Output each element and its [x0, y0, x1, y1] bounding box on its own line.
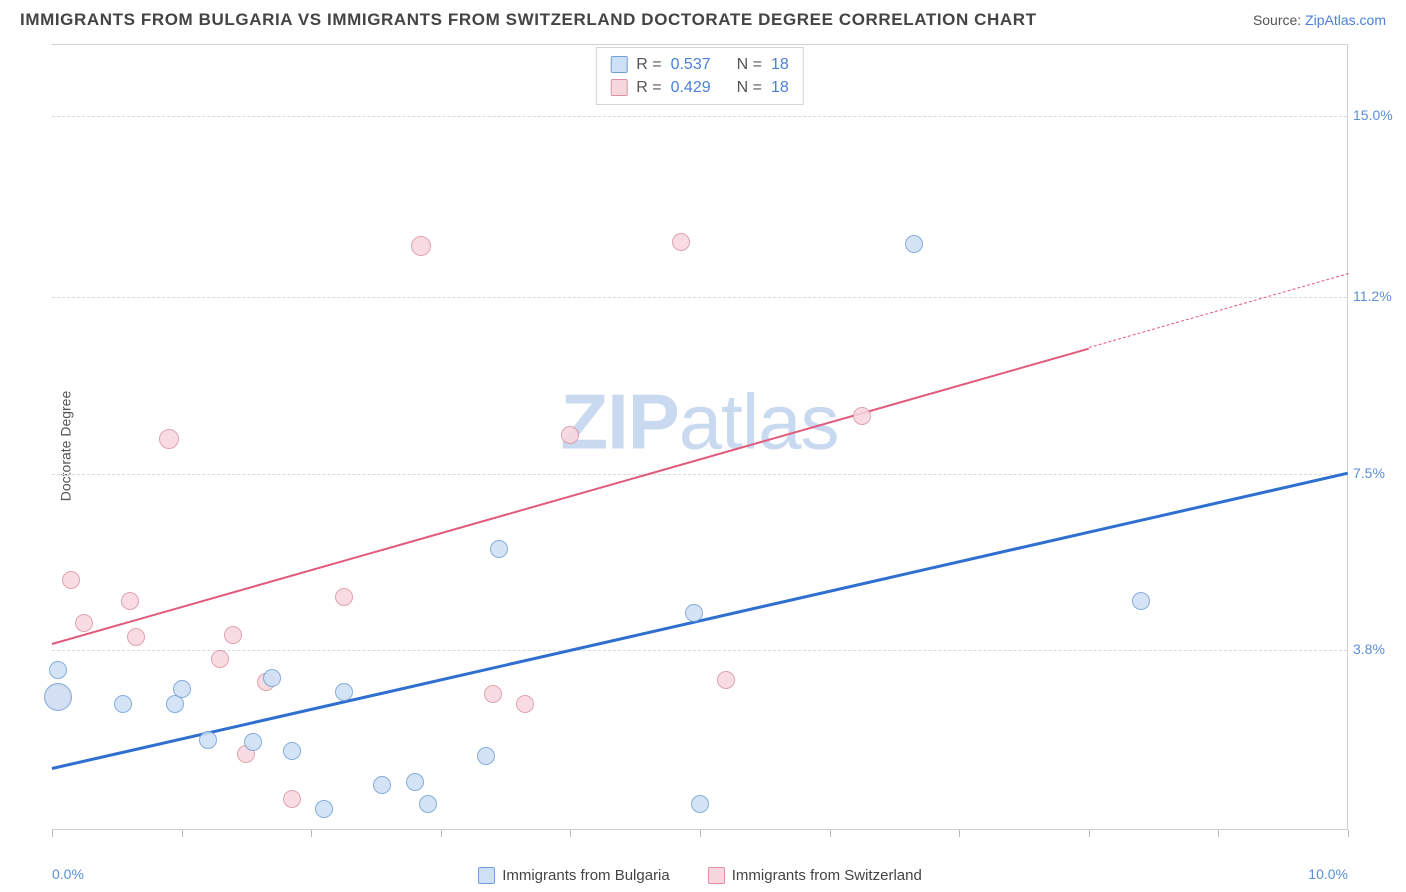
r-value-switzerland: 0.429 [671, 76, 711, 99]
point-switzerland [717, 671, 735, 689]
point-bulgaria [244, 733, 262, 751]
point-bulgaria [173, 680, 191, 698]
swatch-switzerland-icon [610, 79, 627, 96]
point-switzerland [335, 588, 353, 606]
point-bulgaria [44, 683, 72, 711]
r-value-bulgaria: 0.537 [671, 53, 711, 76]
point-bulgaria [315, 800, 333, 818]
trend-line [52, 471, 1349, 769]
x-tick [441, 830, 442, 837]
scatter-plot: ZIPatlas R = 0.537 N = 18 R = 0.429 N = … [52, 44, 1348, 830]
x-tick [182, 830, 183, 837]
point-switzerland [411, 236, 431, 256]
x-tick [311, 830, 312, 837]
gridline [52, 650, 1347, 651]
point-bulgaria [490, 540, 508, 558]
point-bulgaria [114, 695, 132, 713]
point-bulgaria [905, 235, 923, 253]
trend-line [52, 348, 1089, 645]
y-tick-label: 7.5% [1353, 465, 1405, 481]
point-switzerland [283, 790, 301, 808]
watermark-atlas: atlas [679, 377, 839, 465]
point-bulgaria [199, 731, 217, 749]
r-label: R = [636, 76, 661, 99]
n-label: N = [737, 53, 762, 76]
chart-title: IMMIGRANTS FROM BULGARIA VS IMMIGRANTS F… [20, 10, 1037, 30]
x-tick [570, 830, 571, 837]
watermark-zip: ZIP [560, 377, 678, 465]
watermark: ZIPatlas [560, 376, 838, 467]
point-bulgaria [685, 604, 703, 622]
point-switzerland [484, 685, 502, 703]
point-switzerland [127, 628, 145, 646]
trend-line [1089, 274, 1348, 349]
stats-legend: R = 0.537 N = 18 R = 0.429 N = 18 [595, 47, 804, 105]
point-switzerland [62, 571, 80, 589]
point-switzerland [159, 429, 179, 449]
x-tick [1089, 830, 1090, 837]
point-bulgaria [283, 742, 301, 760]
point-switzerland [516, 695, 534, 713]
x-tick [959, 830, 960, 837]
legend-item-bulgaria: Immigrants from Bulgaria [478, 867, 670, 884]
swatch-switzerland-icon [708, 867, 725, 884]
swatch-bulgaria-icon [478, 867, 495, 884]
point-bulgaria [373, 776, 391, 794]
r-label: R = [636, 53, 661, 76]
legend-label-bulgaria: Immigrants from Bulgaria [502, 867, 670, 884]
point-switzerland [672, 233, 690, 251]
x-tick [700, 830, 701, 837]
gridline [52, 297, 1347, 298]
point-switzerland [224, 626, 242, 644]
y-tick-label: 11.2% [1353, 289, 1405, 305]
chart-header: IMMIGRANTS FROM BULGARIA VS IMMIGRANTS F… [0, 0, 1406, 36]
stats-row-switzerland: R = 0.429 N = 18 [610, 76, 789, 99]
point-switzerland [121, 592, 139, 610]
point-switzerland [75, 614, 93, 632]
n-label: N = [737, 76, 762, 99]
x-tick [1218, 830, 1219, 837]
n-value-switzerland: 18 [771, 76, 789, 99]
n-value-bulgaria: 18 [771, 53, 789, 76]
gridline [52, 116, 1347, 117]
point-bulgaria [406, 773, 424, 791]
gridline [52, 474, 1347, 475]
source-label: Source: ZipAtlas.com [1253, 12, 1386, 28]
point-bulgaria [263, 669, 281, 687]
point-switzerland [561, 426, 579, 444]
point-bulgaria [335, 683, 353, 701]
point-bulgaria [419, 795, 437, 813]
point-bulgaria [691, 795, 709, 813]
x-tick [52, 830, 53, 837]
stats-row-bulgaria: R = 0.537 N = 18 [610, 53, 789, 76]
legend-label-switzerland: Immigrants from Switzerland [732, 867, 922, 884]
source-prefix: Source: [1253, 12, 1305, 28]
source-link[interactable]: ZipAtlas.com [1305, 12, 1386, 28]
x-tick [830, 830, 831, 837]
legend-item-switzerland: Immigrants from Switzerland [708, 867, 922, 884]
swatch-bulgaria-icon [610, 56, 627, 73]
point-switzerland [211, 650, 229, 668]
point-switzerland [853, 407, 871, 425]
point-bulgaria [477, 747, 495, 765]
series-legend: Immigrants from Bulgaria Immigrants from… [52, 867, 1348, 884]
x-tick [1348, 830, 1349, 837]
y-tick-label: 3.8% [1353, 641, 1405, 657]
y-tick-label: 15.0% [1353, 108, 1405, 124]
point-bulgaria [49, 661, 67, 679]
point-bulgaria [1132, 592, 1150, 610]
